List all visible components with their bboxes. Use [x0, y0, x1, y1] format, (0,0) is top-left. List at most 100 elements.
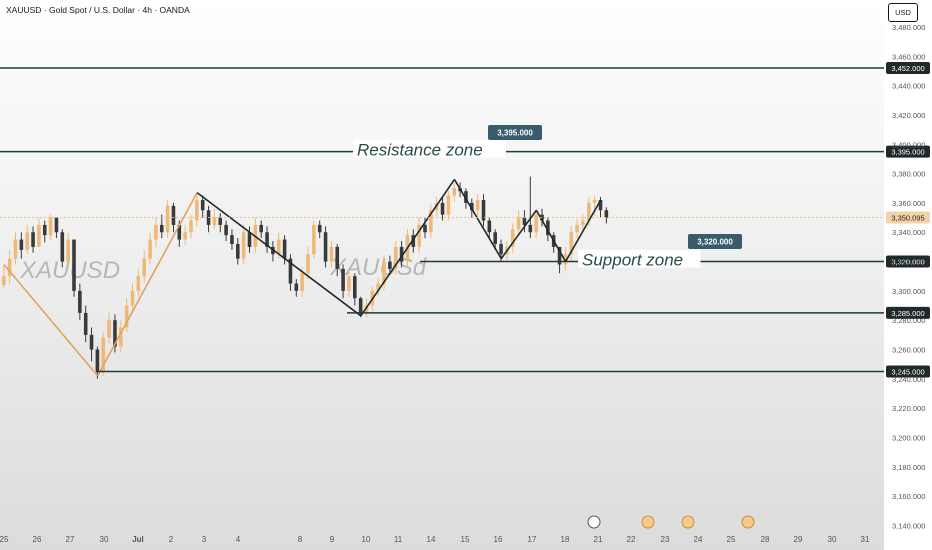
- earnings-event-icon[interactable]: [681, 515, 695, 529]
- candle-body: [189, 220, 193, 233]
- candle-body: [528, 224, 533, 233]
- candle-body: [95, 349, 100, 372]
- candle-body: [154, 224, 158, 240]
- y-tick-label: 3,400.000: [892, 140, 925, 149]
- candle-body: [124, 305, 129, 328]
- x-tick-label: 22: [627, 535, 636, 544]
- candle-body: [335, 246, 340, 269]
- candle-body: [2, 276, 6, 286]
- candle-body: [323, 232, 328, 262]
- x-tick-label: 4: [236, 535, 241, 544]
- candle-body: [341, 268, 345, 291]
- earnings-event-icon[interactable]: [741, 515, 755, 529]
- x-tick-label: 8: [298, 535, 303, 544]
- x-tick-label: 30: [100, 535, 109, 544]
- level-price-label-bg: [886, 145, 930, 158]
- level-price-label: 3,395.000: [891, 148, 924, 157]
- candle-body: [230, 235, 234, 244]
- candle-body: [399, 246, 404, 262]
- candle-body: [300, 273, 304, 291]
- candle-body: [581, 220, 585, 225]
- candle-body: [66, 239, 70, 262]
- candle-body: [569, 232, 574, 255]
- chart-background: [0, 0, 884, 550]
- x-tick-label: 10: [362, 535, 371, 544]
- x-tick-label: 14: [427, 535, 436, 544]
- x-tick-label: 27: [66, 535, 75, 544]
- y-tick-label: 3,380.000: [892, 170, 925, 179]
- candle-body: [429, 210, 433, 233]
- candle-body: [136, 276, 141, 291]
- y-tick-label: 3,220.000: [892, 404, 925, 413]
- dividend-event-icon[interactable]: [587, 515, 601, 529]
- candle-body: [142, 258, 146, 277]
- candle-body: [493, 232, 497, 244]
- candle-body: [282, 239, 287, 259]
- candle-body: [101, 337, 106, 372]
- candle-body: [440, 202, 445, 215]
- y-tick-label: 3,460.000: [892, 52, 925, 61]
- y-tick-label: 3,140.000: [892, 521, 925, 530]
- y-tick-label: 3,260.000: [892, 346, 925, 355]
- zigzag-segment: [96, 192, 198, 377]
- candle-body: [48, 217, 53, 236]
- candle-body: [306, 254, 310, 274]
- x-tick-label: 9: [330, 535, 335, 544]
- zigzag-segment: [535, 209, 567, 262]
- candle-body: [54, 217, 59, 233]
- candle-body: [78, 290, 82, 313]
- zigzag-segment: [3, 263, 99, 377]
- candle-body: [388, 261, 392, 269]
- candle-body: [42, 224, 47, 236]
- watermark-text: XAUUSd: [329, 254, 427, 281]
- candle-body: [575, 224, 579, 233]
- candle-body: [452, 188, 457, 196]
- candle-body: [546, 220, 550, 236]
- x-tick-label: 26: [33, 535, 42, 544]
- candle-body: [510, 229, 515, 247]
- x-tick-label: 15: [461, 535, 470, 544]
- last-price-label-bg: [886, 211, 930, 224]
- candle-body: [113, 320, 117, 347]
- x-tick-label: 25: [0, 535, 9, 544]
- candle-body: [259, 224, 263, 233]
- x-tick-label: 31: [861, 535, 870, 544]
- candle-body: [107, 320, 111, 338]
- support-price-tag: 3,320.000: [697, 238, 733, 247]
- y-tick-label: 3,300.000: [892, 287, 925, 296]
- level-price-label: 3,245.000: [891, 368, 924, 377]
- earnings-event-icon[interactable]: [641, 515, 655, 529]
- candle-body: [423, 224, 427, 233]
- candle-body: [563, 254, 568, 265]
- zigzag-segment: [564, 199, 602, 262]
- y-tick-label: 3,280.000: [892, 316, 925, 325]
- candle-body: [224, 224, 228, 236]
- y-tick-label: 3,160.000: [892, 492, 925, 501]
- price-axis-background: [884, 0, 932, 550]
- support-zone-label: Support zone: [582, 251, 683, 270]
- y-tick-label: 3,320.000: [892, 258, 925, 267]
- x-tick-label: 30: [828, 535, 837, 544]
- candle-body: [487, 220, 492, 233]
- candle-body: [499, 243, 503, 255]
- x-tick-label: 23: [661, 535, 670, 544]
- candle-body: [148, 239, 152, 259]
- candle-body: [464, 191, 468, 203]
- currency-selector[interactable]: USD: [888, 3, 918, 22]
- level-price-label: 3,452.000: [891, 64, 924, 73]
- candle-body: [312, 224, 316, 255]
- x-tick-label: 17: [528, 535, 537, 544]
- y-tick-label: 3,480.000: [892, 23, 925, 32]
- candle-body: [171, 205, 176, 225]
- candle-body: [470, 202, 474, 211]
- candle-body: [347, 276, 351, 291]
- x-tick-label: 21: [594, 535, 603, 544]
- zigzag-segment: [360, 179, 456, 317]
- candle-body: [353, 276, 357, 299]
- y-tick-label: 3,340.000: [892, 228, 925, 237]
- candle-body: [119, 327, 123, 347]
- candle-body: [329, 246, 334, 262]
- zigzag-segment: [500, 209, 537, 260]
